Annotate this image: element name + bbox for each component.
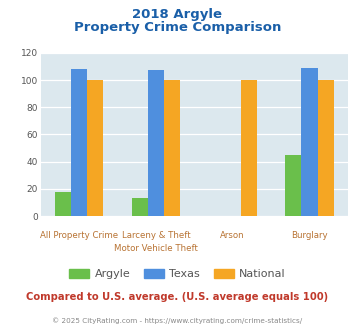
Text: © 2025 CityRating.com - https://www.cityrating.com/crime-statistics/: © 2025 CityRating.com - https://www.city… xyxy=(53,317,302,324)
Text: Compared to U.S. average. (U.S. average equals 100): Compared to U.S. average. (U.S. average … xyxy=(26,292,329,302)
Text: Arson: Arson xyxy=(220,231,245,241)
Text: Motor Vehicle Theft: Motor Vehicle Theft xyxy=(114,244,198,253)
Bar xyxy=(55,192,71,216)
Text: Property Crime Comparison: Property Crime Comparison xyxy=(74,21,281,34)
Bar xyxy=(318,80,334,216)
Text: Burglary: Burglary xyxy=(291,231,328,241)
Bar xyxy=(148,71,164,216)
Bar xyxy=(164,80,180,216)
Bar xyxy=(71,69,87,216)
Bar xyxy=(301,68,318,216)
Text: 2018 Argyle: 2018 Argyle xyxy=(132,8,223,21)
Bar xyxy=(285,155,301,216)
Text: All Property Crime: All Property Crime xyxy=(40,231,118,241)
Bar xyxy=(241,80,257,216)
Bar xyxy=(132,198,148,216)
Legend: Argyle, Texas, National: Argyle, Texas, National xyxy=(65,265,290,284)
Bar xyxy=(87,80,103,216)
Text: Larceny & Theft: Larceny & Theft xyxy=(122,231,190,241)
